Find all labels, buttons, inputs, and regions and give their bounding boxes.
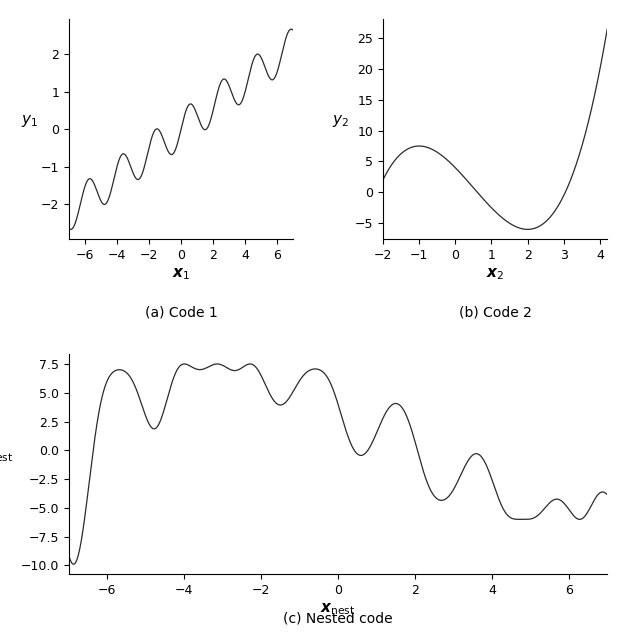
Text: (c) Nested code: (c) Nested code [283, 612, 393, 626]
Y-axis label: $y_1$: $y_1$ [21, 114, 38, 130]
Text: (a) Code 1: (a) Code 1 [145, 306, 217, 320]
Y-axis label: $y_2$: $y_2$ [332, 114, 349, 130]
X-axis label: $\boldsymbol{x}_2$: $\boldsymbol{x}_2$ [486, 266, 504, 282]
X-axis label: $\boldsymbol{x}_{\mathrm{nest}}$: $\boldsymbol{x}_{\mathrm{nest}}$ [321, 601, 356, 617]
X-axis label: $\boldsymbol{x}_1$: $\boldsymbol{x}_1$ [172, 266, 190, 282]
Y-axis label: $y_{\mathrm{nest}}$: $y_{\mathrm{nest}}$ [0, 448, 13, 464]
Text: (b) Code 2: (b) Code 2 [459, 306, 531, 320]
